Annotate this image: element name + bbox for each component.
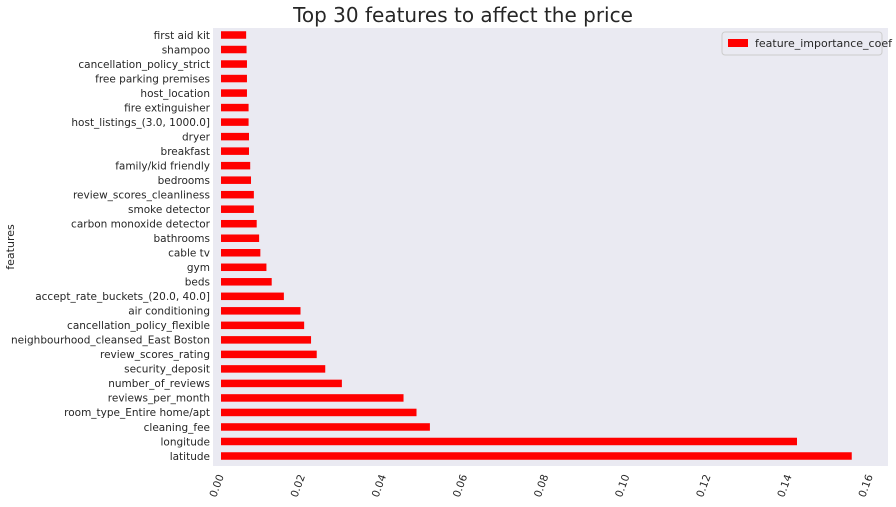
y-tick-label: fire extinguisher (124, 102, 210, 114)
y-tick-label: cleaning_fee (144, 422, 210, 434)
bar (221, 103, 249, 112)
y-tick-label: shampoo (162, 44, 210, 56)
y-tick-label: security_deposit (124, 364, 210, 376)
y-tick-label: host_listings_(3.0, 1000.0] (71, 117, 210, 129)
bar (221, 263, 267, 272)
bar (221, 307, 301, 315)
bar (221, 365, 326, 373)
y-tick-label: room_type_Entire home/apt (64, 407, 210, 419)
bar (221, 350, 317, 359)
bar (221, 423, 430, 431)
bar (221, 292, 284, 301)
bar (221, 452, 852, 460)
y-tick-label: host_location (140, 88, 210, 100)
y-axis-label: features (4, 224, 17, 270)
y-tick-label: accept_rate_buckets_(20.0, 40.0] (35, 291, 210, 303)
y-tick-label: review_scores_rating (100, 349, 210, 361)
x-tick-label: 0.00 (208, 473, 227, 499)
x-tick-label: 0.16 (857, 473, 876, 499)
y-tick-label: first aid kit (154, 30, 210, 42)
legend: feature_importance_coef (721, 31, 893, 56)
x-tick-label: 0.08 (532, 473, 551, 499)
bar (221, 190, 254, 199)
y-tick-label: smoke detector (128, 204, 211, 216)
bar (221, 219, 257, 228)
bar (221, 60, 247, 68)
y-tick-labels: latitude longitude cleaning_fee room_type_E… (11, 30, 211, 463)
y-tick-label: beds (185, 277, 210, 289)
y-tick-label: neighbourhood_cleansed_East Boston (11, 335, 210, 347)
bar (221, 89, 247, 97)
legend-label: feature_importance_coef (755, 37, 893, 50)
legend-box (721, 31, 883, 56)
y-tick-label: carbon monoxide detector (71, 219, 211, 231)
plot-background (213, 28, 888, 466)
bar (221, 132, 249, 141)
bar (221, 74, 247, 83)
bar (221, 118, 249, 126)
x-tick-label: 0.04 (370, 473, 389, 499)
bar (221, 321, 305, 330)
y-tick-label: longitude (161, 436, 210, 448)
bar (221, 379, 342, 388)
y-tick-label: bedrooms (158, 175, 210, 187)
y-tick-label: breakfast (161, 146, 210, 158)
y-tick-label: dryer (182, 131, 211, 143)
x-tick-label: 0.14 (775, 473, 794, 499)
bar (221, 45, 247, 54)
x-tick-labels: 0.00 0.02 0.04 0.06 0.08 0.10 0.12 0.14 0.16 (208, 473, 876, 499)
y-tick-label: family/kid friendly (115, 160, 210, 172)
y-tick-label: cable tv (168, 248, 210, 260)
y-tick-label: latitude (170, 451, 210, 463)
x-tick-label: 0.12 (694, 473, 713, 499)
y-tick-label: number_of_reviews (108, 378, 210, 390)
y-tick-label: review_scores_cleanliness (73, 189, 210, 201)
bar (221, 437, 797, 446)
legend-swatch (728, 39, 748, 47)
chart-title: Top 30 features to affect the price (292, 3, 633, 27)
bar (221, 408, 417, 417)
bar (221, 336, 312, 344)
y-tick-label: bathrooms (153, 233, 210, 245)
y-tick-label: cancellation_policy_flexible (67, 320, 210, 332)
y-tick-label: free parking premises (95, 73, 210, 85)
bar (221, 31, 247, 39)
bar (221, 147, 249, 155)
bar (221, 278, 272, 286)
y-tick-label: air conditioning (128, 306, 210, 318)
y-tick-label: reviews_per_month (108, 393, 210, 405)
bar (221, 234, 260, 242)
bar (221, 176, 252, 184)
x-tick-label: 0.10 (613, 473, 632, 499)
y-tick-label: gym (187, 262, 210, 274)
x-tick-label: 0.02 (289, 473, 308, 499)
bar (221, 161, 251, 170)
bar (221, 394, 404, 402)
bar (221, 205, 254, 213)
y-tick-label: cancellation_policy_strict (78, 59, 210, 71)
bars-layer (221, 31, 852, 460)
bar (221, 249, 261, 257)
x-tick-label: 0.06 (451, 473, 470, 499)
